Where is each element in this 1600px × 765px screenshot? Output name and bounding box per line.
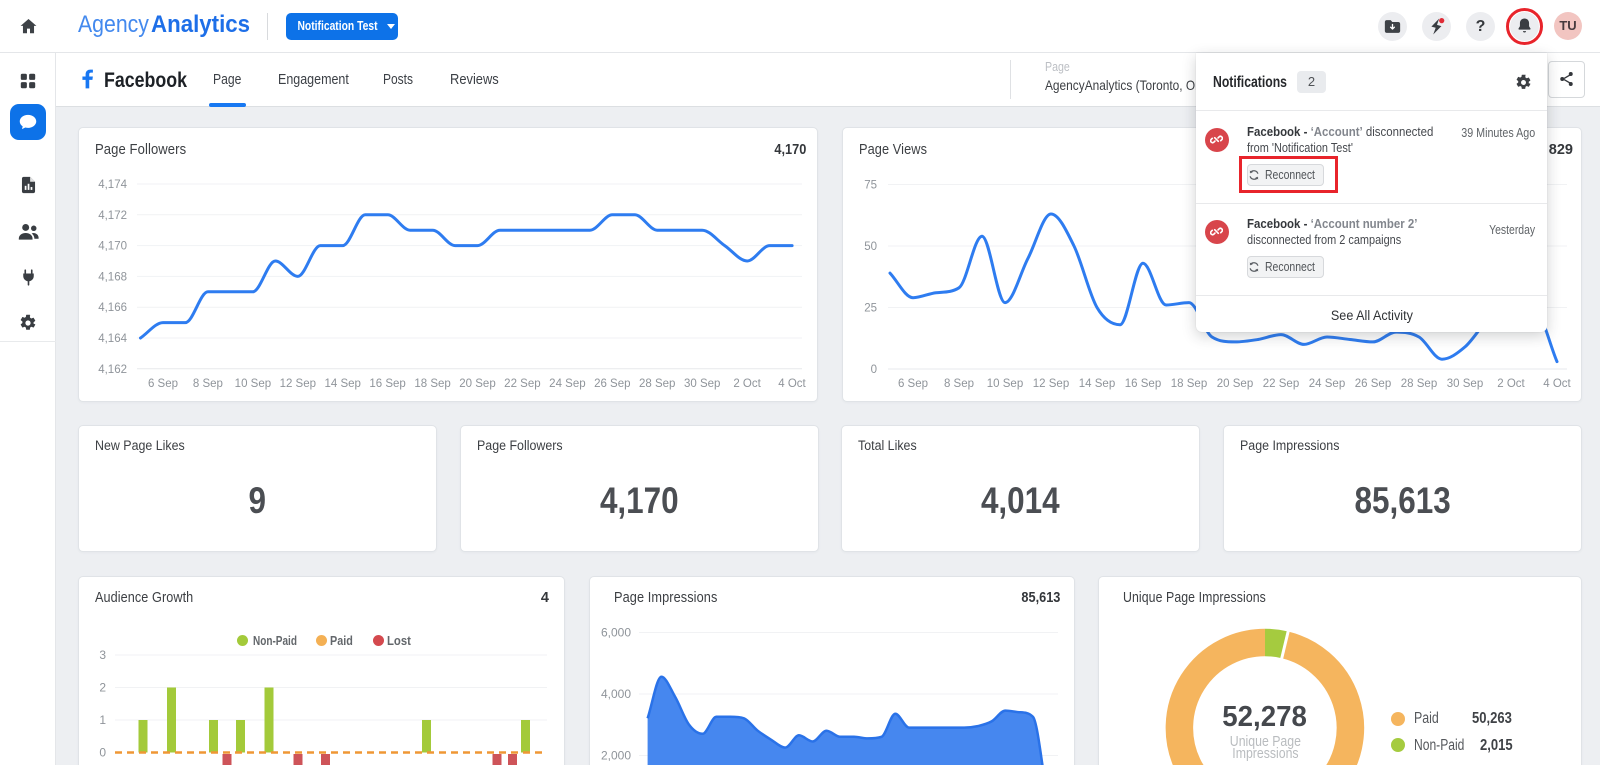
svg-text:16 Sep: 16 Sep	[1125, 378, 1161, 390]
svg-text:20 Sep: 20 Sep	[459, 378, 495, 390]
svg-text:4,162: 4,162	[98, 364, 127, 376]
svg-text:2,000: 2,000	[601, 749, 631, 763]
svg-text:8 Sep: 8 Sep	[193, 378, 223, 390]
svg-text:18 Sep: 18 Sep	[1171, 378, 1207, 390]
svg-text:4,000: 4,000	[601, 687, 631, 701]
svg-text:1: 1	[99, 713, 106, 727]
svg-text:22 Sep: 22 Sep	[504, 378, 540, 390]
svg-text:30 Sep: 30 Sep	[684, 378, 720, 390]
svg-text:30 Sep: 30 Sep	[1447, 378, 1483, 390]
svg-text:3: 3	[99, 648, 106, 662]
svg-text:18 Sep: 18 Sep	[414, 378, 450, 390]
svg-text:26 Sep: 26 Sep	[594, 378, 630, 390]
svg-text:28 Sep: 28 Sep	[1401, 378, 1437, 390]
svg-text:26 Sep: 26 Sep	[1355, 378, 1391, 390]
svg-text:14 Sep: 14 Sep	[1079, 378, 1115, 390]
svg-text:4,174: 4,174	[98, 179, 127, 191]
svg-text:12 Sep: 12 Sep	[280, 378, 316, 390]
svg-text:6 Sep: 6 Sep	[898, 378, 928, 390]
svg-text:16 Sep: 16 Sep	[369, 378, 405, 390]
svg-text:24 Sep: 24 Sep	[1309, 378, 1345, 390]
svg-text:8 Sep: 8 Sep	[944, 378, 974, 390]
svg-text:12 Sep: 12 Sep	[1033, 378, 1069, 390]
svg-text:22 Sep: 22 Sep	[1263, 378, 1299, 390]
svg-text:4,172: 4,172	[98, 210, 127, 222]
svg-text:6,000: 6,000	[601, 626, 631, 640]
svg-text:14 Sep: 14 Sep	[324, 378, 360, 390]
svg-text:2: 2	[99, 681, 106, 695]
svg-text:0: 0	[871, 364, 877, 376]
svg-text:10 Sep: 10 Sep	[987, 378, 1023, 390]
svg-text:4,164: 4,164	[98, 333, 127, 345]
svg-text:25: 25	[864, 303, 877, 315]
svg-text:20 Sep: 20 Sep	[1217, 378, 1253, 390]
svg-text:50: 50	[864, 241, 877, 253]
svg-text:2 Oct: 2 Oct	[1497, 378, 1525, 390]
svg-text:24 Sep: 24 Sep	[549, 378, 585, 390]
svg-text:6 Sep: 6 Sep	[148, 378, 178, 390]
svg-text:4,170: 4,170	[98, 241, 127, 253]
svg-text:4,168: 4,168	[98, 271, 127, 283]
svg-text:75: 75	[864, 180, 877, 192]
svg-text:4 Oct: 4 Oct	[1543, 378, 1571, 390]
svg-text:0: 0	[99, 746, 106, 760]
svg-text:2 Oct: 2 Oct	[733, 378, 761, 390]
svg-text:4 Oct: 4 Oct	[778, 378, 806, 390]
svg-text:4,166: 4,166	[98, 302, 127, 314]
svg-text:28 Sep: 28 Sep	[639, 378, 675, 390]
svg-text:10 Sep: 10 Sep	[235, 378, 271, 390]
